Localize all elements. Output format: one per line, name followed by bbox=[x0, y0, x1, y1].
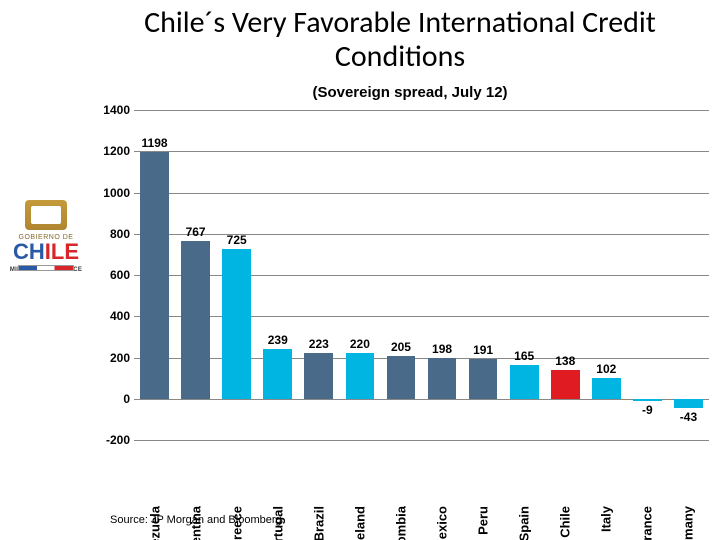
bar-slot: -43Germany bbox=[668, 110, 709, 440]
bar bbox=[592, 378, 621, 399]
y-tick-label: 600 bbox=[94, 268, 130, 282]
bar-slot: 102Italy bbox=[586, 110, 627, 440]
bar bbox=[551, 370, 580, 398]
bar-slot: 205Colombia bbox=[380, 110, 421, 440]
bar bbox=[387, 356, 416, 398]
bar-slot: 725Greece bbox=[216, 110, 257, 440]
chart-subtitle: (Sovereign spread, July 12) bbox=[120, 84, 700, 101]
y-tick-label: -200 bbox=[94, 433, 130, 447]
x-category-label: Brazil bbox=[311, 502, 326, 540]
bar-slot: 165Spain bbox=[504, 110, 545, 440]
bar bbox=[633, 399, 662, 401]
x-category-label: Germany bbox=[681, 502, 696, 540]
spread-bar-chart: -200 0 200 400 600 800 1000 1200 1400 1198Venezue… bbox=[94, 100, 714, 500]
ministry-logo: GOBIERNO DE CHILE MINISTRY OF FINANCE bbox=[6, 200, 86, 273]
slide-title: Chile´s Very Favorable International Cre… bbox=[90, 6, 710, 74]
y-tick-label: 800 bbox=[94, 227, 130, 241]
bar bbox=[428, 358, 457, 399]
bar bbox=[346, 353, 375, 398]
bar-value-label: -43 bbox=[660, 410, 717, 424]
source-footnote: Source: JP Morgan and Bloomberg bbox=[110, 514, 282, 526]
logo-chile-text: CHILE bbox=[6, 241, 86, 263]
bar-slot: 767Argentina bbox=[175, 110, 216, 440]
x-category-label: Ireland bbox=[352, 502, 367, 540]
bar bbox=[140, 152, 169, 399]
x-category-label: Mexico bbox=[435, 502, 450, 540]
bar bbox=[469, 359, 498, 398]
y-tick-label: 1400 bbox=[94, 103, 130, 117]
bar-slot: 198Mexico bbox=[422, 110, 463, 440]
bar-slot: 239Portugal bbox=[257, 110, 298, 440]
bar-slot: -9France bbox=[627, 110, 668, 440]
crest-icon bbox=[25, 200, 67, 230]
bar-slot: 223Brazil bbox=[298, 110, 339, 440]
bar bbox=[510, 365, 539, 399]
bar-slot: 1198Venezuela bbox=[134, 110, 175, 440]
y-tick-label: 200 bbox=[94, 351, 130, 365]
logo-chile-red: ILE bbox=[45, 239, 79, 264]
bar-slot: 138Chile bbox=[545, 110, 586, 440]
y-tick-label: 1000 bbox=[94, 186, 130, 200]
plot-area: -20002004006008001000120014001198Venezue… bbox=[134, 110, 709, 440]
x-category-label: Peru bbox=[476, 502, 491, 535]
x-category-label: France bbox=[640, 502, 655, 540]
y-tick-label: 1200 bbox=[94, 144, 130, 158]
bar bbox=[674, 399, 703, 408]
bar-slot: 220Ireland bbox=[339, 110, 380, 440]
bar bbox=[181, 241, 210, 399]
gridline bbox=[134, 440, 709, 441]
bar bbox=[263, 349, 292, 398]
x-category-label: Spain bbox=[517, 502, 532, 540]
y-tick-label: 400 bbox=[94, 309, 130, 323]
bar bbox=[222, 249, 251, 399]
x-category-label: Colombia bbox=[393, 502, 408, 540]
y-tick-label: 0 bbox=[94, 392, 130, 406]
bar bbox=[304, 353, 333, 399]
flag-bar-icon bbox=[18, 265, 74, 271]
logo-chile-blue: CH bbox=[13, 239, 45, 264]
x-category-label: Italy bbox=[599, 502, 614, 532]
x-category-label: Chile bbox=[558, 502, 573, 538]
bar-slot: 191Peru bbox=[463, 110, 504, 440]
